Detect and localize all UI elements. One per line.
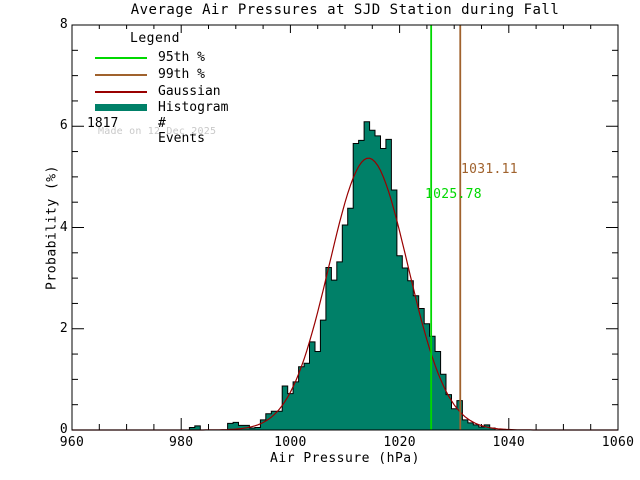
legend-item-label: 95th % bbox=[158, 50, 205, 65]
x-tick-label: 960 bbox=[59, 435, 85, 450]
events-label: # Events bbox=[158, 116, 205, 146]
chart-title: Average Air Pressures at SJD Station dur… bbox=[130, 2, 560, 18]
legend-item-label: Histogram bbox=[158, 100, 229, 115]
p95-line-swatch bbox=[95, 57, 147, 59]
x-tick-label: 1020 bbox=[383, 435, 416, 450]
x-axis-label: Air Pressure (hPa) bbox=[270, 451, 420, 466]
p99-value-label: 1031.11 bbox=[461, 162, 518, 177]
creation-date-watermark: Made on 12 Dec 2025 bbox=[98, 126, 217, 137]
x-tick-label: 1040 bbox=[492, 435, 526, 450]
legend-item-label: 99th % bbox=[158, 67, 205, 82]
x-tick-label: 1060 bbox=[601, 435, 635, 450]
y-tick-label: 2 bbox=[59, 320, 68, 336]
events-count: 1817 bbox=[87, 116, 119, 131]
legend-item-label: Gaussian bbox=[158, 84, 221, 99]
x-tick-label: 980 bbox=[168, 435, 194, 450]
gaussian-line-swatch bbox=[95, 91, 147, 93]
histogram-swatch bbox=[95, 104, 147, 111]
p99-line-swatch bbox=[95, 74, 147, 76]
y-tick-label: 6 bbox=[59, 118, 68, 134]
x-tick-label: 1000 bbox=[274, 435, 307, 450]
y-tick-label: 4 bbox=[59, 219, 68, 235]
y-tick-label: 0 bbox=[59, 422, 68, 437]
y-tick-label: 8 bbox=[59, 17, 68, 32]
p95-value-label: 1025.78 bbox=[425, 187, 482, 202]
legend-title: Legend bbox=[130, 31, 180, 46]
